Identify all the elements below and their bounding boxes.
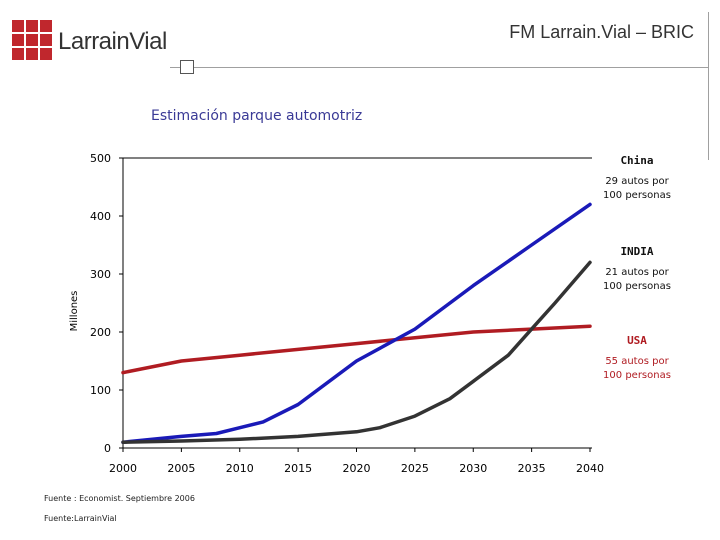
source-economist: Fuente : Economist. Septiembre 2006 xyxy=(44,494,195,503)
x-tick-label: 2010 xyxy=(226,462,254,475)
series-line-usa xyxy=(121,324,592,375)
annotation-india-line1: 21 autos por xyxy=(605,267,669,278)
y-tick-label: 100 xyxy=(90,384,111,397)
y-tick-label: 0 xyxy=(104,442,111,455)
page-title: FM Larrain.Vial – BRIC xyxy=(509,22,694,42)
annotation-usa-line2: 100 personas xyxy=(603,370,671,381)
x-tick-label: 2030 xyxy=(459,462,487,475)
larrainvial-logo: LarrainVial xyxy=(12,20,172,66)
x-tick-label: 2035 xyxy=(518,462,546,475)
y-tick-label: 500 xyxy=(90,152,111,165)
header-rule-box-icon xyxy=(180,60,194,74)
x-tick-label: 2020 xyxy=(343,462,371,475)
source-larrainvial: Fuente:LarrainVial xyxy=(44,514,117,523)
x-tick-label: 2015 xyxy=(284,462,312,475)
y-tick-label: 400 xyxy=(90,210,111,223)
header-rule xyxy=(170,67,708,68)
annotation-china-line1: 29 autos por xyxy=(605,176,669,187)
annotation-india-line2: 100 personas xyxy=(603,281,671,292)
y-tick-label: 200 xyxy=(90,326,111,339)
annotation-china-line2: 100 personas xyxy=(603,190,671,201)
x-tick-label: 2005 xyxy=(167,462,195,475)
annotation-usa-label: USA xyxy=(627,334,647,347)
series-line-india xyxy=(121,260,592,444)
annotation-china-label: China xyxy=(620,154,653,167)
header-vertical-rule xyxy=(708,12,709,160)
logo-grid-icon xyxy=(12,20,52,62)
series-line-china xyxy=(121,202,592,444)
y-axis-label: Millones xyxy=(69,291,80,332)
chart-title: Estimación parque automotriz xyxy=(151,108,363,124)
x-tick-label: 2040 xyxy=(576,462,604,475)
annotation-india-label: INDIA xyxy=(620,245,653,258)
annotation-usa-line1: 55 autos por xyxy=(605,356,669,367)
x-tick-label: 2025 xyxy=(401,462,429,475)
logo-text: LarrainVial xyxy=(58,28,167,55)
y-tick-label: 300 xyxy=(90,268,111,281)
x-tick-label: 2000 xyxy=(109,462,137,475)
